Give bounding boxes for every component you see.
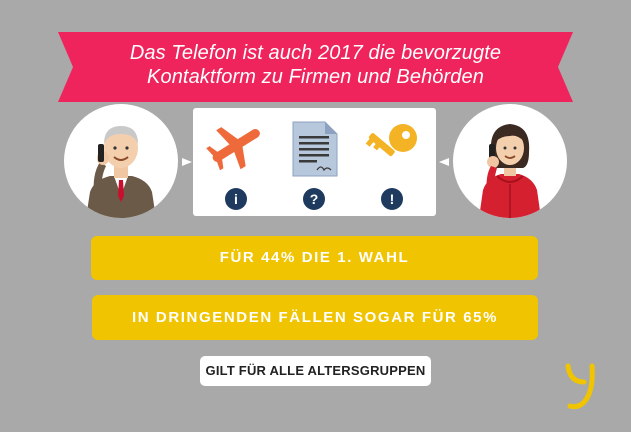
- man-on-phone-avatar: [64, 104, 178, 218]
- arrow-left-icon: [439, 158, 449, 166]
- arrow-right-icon: [182, 158, 192, 166]
- first-choice-stat: FÜR 44% DIE 1. WAHL: [91, 236, 538, 280]
- all-age-groups-note: GILT FÜR ALLE ALTERSGRUPPEN: [200, 356, 431, 386]
- woman-on-phone-avatar: [453, 104, 567, 218]
- headline-line-1: Das Telefon ist auch 2017 die bevorzugte: [129, 42, 502, 64]
- headline: Das Telefon ist auch 2017 die bevorzugte…: [58, 41, 573, 89]
- brand-logo-icon: [565, 363, 595, 410]
- airplane-icon: [206, 127, 260, 170]
- man-on-phone-icon: [86, 126, 156, 218]
- headline-line-2: Kontaktform zu Firmen und Behörden: [147, 66, 484, 88]
- reasons-panel: i ? !: [193, 108, 436, 216]
- urgent-stat: IN DRINGENDEN FÄLLEN SOGAR FÜR 65%: [92, 295, 538, 340]
- woman-on-phone-icon: [479, 124, 541, 218]
- banner-ribbon: [58, 32, 573, 102]
- info-badge: i: [225, 188, 247, 210]
- headline-banner: Das Telefon ist auch 2017 die bevorzugte…: [58, 32, 573, 102]
- key-icon: [365, 124, 417, 157]
- exclamation-badge: !: [381, 188, 403, 210]
- question-badge: ?: [303, 188, 325, 210]
- document-icon: [292, 121, 338, 177]
